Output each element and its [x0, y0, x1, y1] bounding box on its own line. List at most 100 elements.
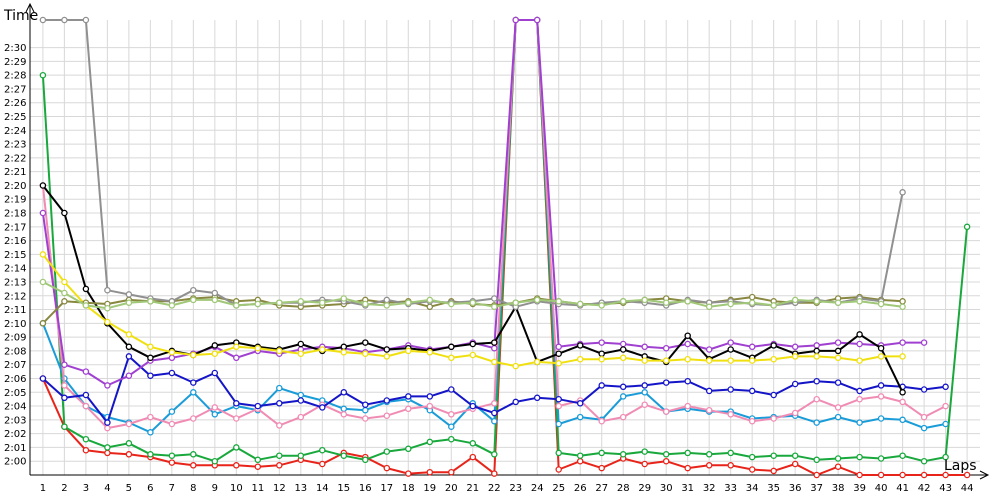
data-point — [233, 444, 240, 451]
data-point — [491, 400, 498, 407]
data-point — [920, 386, 928, 393]
data-point — [533, 394, 541, 402]
data-point — [856, 387, 863, 395]
data-point — [555, 360, 562, 367]
data-point — [598, 449, 605, 457]
data-point — [598, 339, 605, 346]
data-point — [856, 395, 863, 403]
x-tick-label: 7 — [169, 483, 175, 494]
data-point — [641, 389, 648, 396]
data-point — [877, 382, 885, 389]
data-point — [791, 409, 799, 417]
data-point — [684, 355, 691, 363]
x-tick-label: 22 — [488, 483, 501, 494]
data-point — [448, 343, 455, 351]
y-tick-label: 2:30 — [4, 43, 26, 54]
x-tick-label: 6 — [147, 483, 153, 494]
data-point — [662, 379, 670, 386]
data-point — [598, 464, 605, 472]
data-point — [491, 358, 498, 366]
data-point — [82, 435, 90, 443]
data-point — [834, 299, 842, 306]
data-point — [61, 298, 68, 305]
data-point — [684, 464, 691, 472]
y-tick-label: 2:25 — [4, 112, 26, 123]
data-point — [770, 467, 777, 475]
data-point — [383, 296, 391, 304]
data-point — [491, 470, 498, 477]
data-point — [448, 423, 455, 430]
data-point — [748, 453, 756, 461]
data-point — [39, 71, 47, 79]
data-point — [641, 448, 648, 455]
data-point — [662, 457, 670, 465]
data-point — [125, 353, 133, 360]
data-point — [39, 375, 47, 382]
y-tick-label: 2:20 — [4, 181, 26, 192]
data-point — [491, 344, 498, 352]
data-point — [340, 452, 348, 459]
data-point — [426, 468, 434, 476]
x-tick-label: 42 — [918, 483, 931, 494]
data-point — [491, 303, 498, 311]
data-point — [82, 402, 90, 410]
data-point — [813, 395, 820, 403]
data-point — [39, 320, 47, 327]
grid — [30, 20, 980, 475]
data-point — [491, 339, 498, 346]
data-point — [791, 343, 799, 351]
data-point — [383, 353, 391, 360]
data-point — [448, 354, 455, 362]
data-point — [705, 451, 713, 458]
data-point — [791, 452, 799, 459]
data-point — [211, 411, 219, 418]
data-point — [383, 346, 391, 353]
data-point — [297, 350, 305, 357]
x-tick-label: 32 — [703, 483, 716, 494]
data-point — [705, 303, 713, 311]
data-point — [533, 358, 541, 366]
data-point — [104, 286, 111, 294]
y-tick-label: 2:27 — [4, 84, 26, 95]
data-point — [469, 453, 477, 461]
data-point — [125, 299, 133, 306]
x-tick-label: 30 — [660, 483, 673, 494]
x-tick-label: 28 — [617, 483, 630, 494]
data-point — [190, 379, 197, 386]
data-point — [619, 340, 627, 348]
data-point — [813, 347, 820, 355]
data-point — [104, 424, 111, 432]
data-point — [233, 343, 240, 351]
y-tick-label: 2:23 — [4, 140, 26, 151]
data-point — [920, 413, 928, 421]
data-point — [662, 408, 670, 415]
x-tick-label: 37 — [810, 483, 823, 494]
data-point — [641, 296, 648, 304]
y-tick-label: 2:24 — [4, 126, 26, 137]
y-tick-label: 2:15 — [4, 250, 26, 261]
y-axis-arrow — [25, 2, 35, 13]
series-11 — [39, 278, 906, 312]
y-tick-label: 2:26 — [4, 98, 26, 109]
data-point — [942, 420, 949, 428]
data-point — [877, 344, 885, 352]
data-point — [104, 304, 111, 312]
data-point — [82, 285, 90, 293]
data-point — [684, 449, 691, 457]
data-point — [899, 298, 906, 305]
data-point — [39, 209, 47, 217]
y-axis-title: Time — [3, 8, 38, 24]
data-point — [748, 343, 756, 351]
y-tick-label: 2:11 — [4, 305, 26, 316]
data-point — [598, 382, 605, 389]
data-point — [877, 471, 885, 479]
data-point — [190, 451, 197, 458]
data-point — [61, 209, 68, 217]
data-point — [791, 353, 799, 360]
data-point — [899, 353, 906, 360]
data-point — [147, 413, 154, 421]
data-point — [727, 386, 734, 393]
data-point — [619, 298, 627, 305]
data-point — [834, 463, 842, 470]
x-axis-title: Laps — [944, 458, 977, 474]
